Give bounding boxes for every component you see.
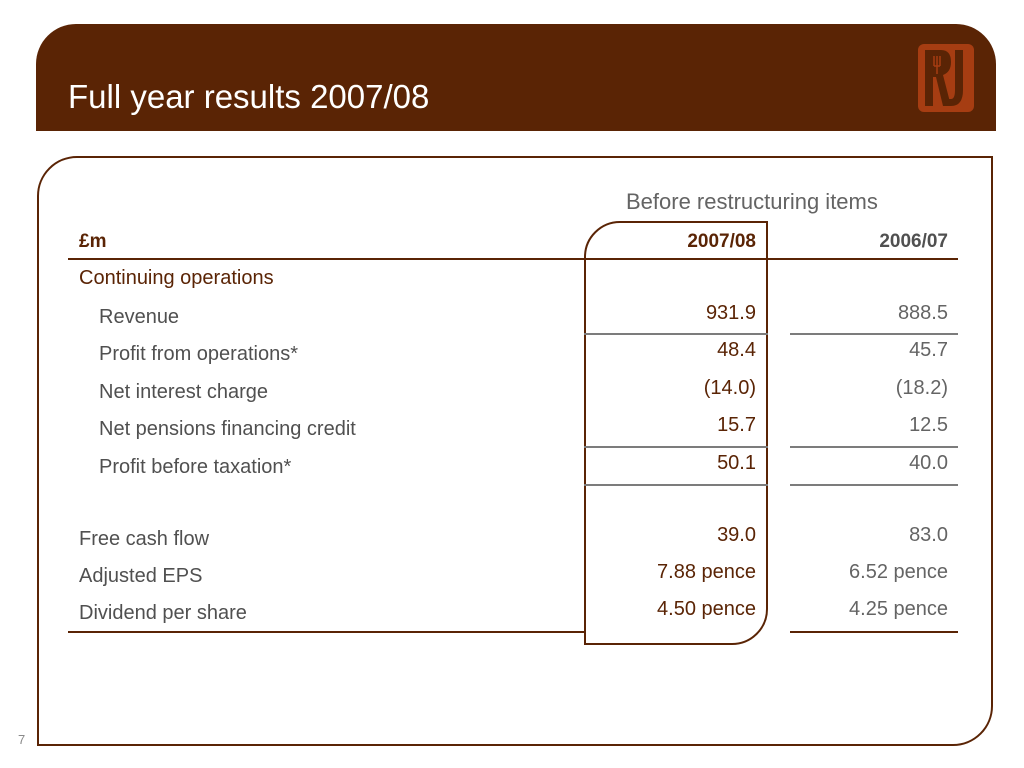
value-previous-net-interest: (18.2) xyxy=(895,377,948,399)
value-previous-dividend: 4.25 pence xyxy=(849,598,948,620)
value-previous-net-pensions: 12.5 xyxy=(909,414,948,436)
header-divider xyxy=(68,258,958,260)
value-previous-profit-before-tax: 40.0 xyxy=(909,452,948,474)
restaurant-logo-icon xyxy=(918,44,974,112)
value-current-profit-operations: 48.4 xyxy=(717,339,756,361)
row-divider-previous xyxy=(790,484,958,486)
row-label-dividend: Dividend per share xyxy=(79,602,247,624)
value-current-adjusted-eps: 7.88 pence xyxy=(657,561,756,583)
table-bottom-rule-previous xyxy=(790,631,958,633)
table-bottom-rule xyxy=(68,631,584,633)
row-label-profit-operations: Profit from operations* xyxy=(99,343,298,365)
page-number: 7 xyxy=(18,732,26,747)
value-previous-profit-operations: 45.7 xyxy=(909,339,948,361)
row-label-profit-before-tax: Profit before taxation* xyxy=(99,456,292,478)
group-label: Continuing operations xyxy=(79,267,274,289)
column-header-previous: 2006/07 xyxy=(879,231,948,252)
value-previous-free-cash-flow: 83.0 xyxy=(909,524,948,546)
row-divider-current xyxy=(584,333,768,335)
value-current-profit-before-tax: 50.1 xyxy=(717,452,756,474)
value-previous-adjusted-eps: 6.52 pence xyxy=(849,561,948,583)
row-divider-previous xyxy=(790,333,958,335)
row-label-net-interest: Net interest charge xyxy=(99,381,268,403)
value-current-free-cash-flow: 39.0 xyxy=(717,524,756,546)
column-header-current: 2007/08 xyxy=(687,231,756,252)
unit-header: £m xyxy=(79,231,107,252)
header-bar xyxy=(36,24,996,131)
current-year-highlight xyxy=(584,221,768,645)
value-current-revenue: 931.9 xyxy=(705,302,756,324)
row-divider-current xyxy=(584,446,768,448)
value-current-net-interest: (14.0) xyxy=(703,377,756,399)
row-label-adjusted-eps: Adjusted EPS xyxy=(79,565,203,587)
row-label-net-pensions: Net pensions financing credit xyxy=(99,418,356,440)
row-label-revenue: Revenue xyxy=(99,306,180,328)
slide-title: Full year results 2007/08 xyxy=(68,78,430,115)
value-current-net-pensions: 15.7 xyxy=(717,414,756,436)
row-divider-previous xyxy=(790,446,958,448)
row-label-free-cash-flow: Free cash flow xyxy=(79,528,210,550)
row-divider-current xyxy=(584,484,768,486)
content-panel xyxy=(37,156,993,746)
value-previous-revenue: 888.5 xyxy=(897,302,948,324)
value-current-dividend: 4.50 pence xyxy=(657,598,756,620)
section-title: Before restructuring items xyxy=(626,189,878,214)
